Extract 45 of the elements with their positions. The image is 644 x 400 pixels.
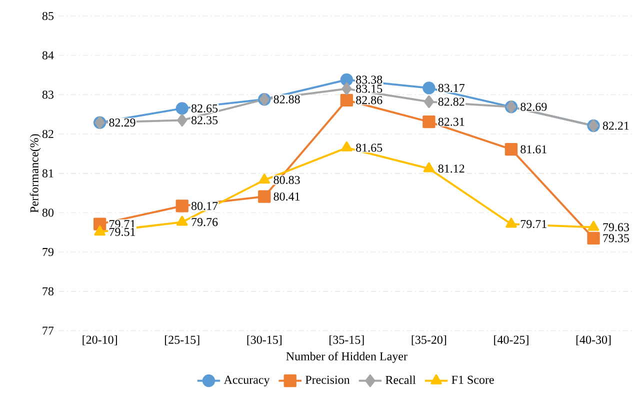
x-tick-label: [30-15] <box>247 335 282 346</box>
data-label: 82.31 <box>438 118 464 126</box>
data-label: 81.61 <box>520 145 546 154</box>
data-label: 80.41 <box>274 192 300 201</box>
data-label: 82.29 <box>109 118 136 127</box>
legend-label: Recall <box>386 376 416 384</box>
x-tick-label: [35-20] <box>412 335 446 346</box>
legend-label: F1 Score <box>452 376 494 384</box>
data-label: 83.15 <box>356 84 382 93</box>
y-axis-title: Performance(%) <box>30 134 41 213</box>
x-tick-label: [40-25] <box>494 335 528 346</box>
y-tick-label: 81 <box>42 169 54 178</box>
data-label: 82.35 <box>191 116 218 124</box>
x-tick-label: [35-15] <box>330 335 364 346</box>
data-label: 82.21 <box>602 122 629 130</box>
y-tick-label: 80 <box>42 208 54 217</box>
data-label: 79.51 <box>110 228 136 236</box>
legend-label: Precision <box>306 376 350 384</box>
data-label: 79.35 <box>603 234 629 242</box>
data-label: 79.63 <box>603 223 629 232</box>
y-tick-label: 83 <box>42 90 54 99</box>
data-label: 82.88 <box>274 95 300 104</box>
data-label: 82.82 <box>438 98 464 106</box>
data-label: 82.65 <box>191 104 218 112</box>
data-label: 81.65 <box>356 144 382 152</box>
data-label: 82.86 <box>356 96 382 104</box>
x-tick-label: [40-30] <box>576 335 611 346</box>
y-tick-label: 85 <box>42 12 54 20</box>
data-label: 82.69 <box>520 102 547 111</box>
data-label: 80.83 <box>274 176 300 184</box>
y-tick-label: 77 <box>42 326 54 335</box>
y-tick-label: 79 <box>42 248 54 256</box>
y-tick-label: 82 <box>42 130 54 138</box>
data-label: 81.12 <box>438 164 464 173</box>
x-tick-label: [25-15] <box>165 335 200 346</box>
x-tick-label: [20-10] <box>82 335 117 346</box>
data-label: 80.17 <box>191 202 218 210</box>
data-label: 79.76 <box>192 218 218 226</box>
data-label: 83.17 <box>438 84 465 92</box>
data-label: 83.38 <box>356 76 382 84</box>
legend-label: Accuracy <box>224 376 270 386</box>
x-axis-title: Number of Hidden Layer <box>286 352 408 363</box>
y-tick-label: 84 <box>42 51 54 60</box>
y-tick-label: 78 <box>42 287 54 296</box>
data-label: 79.71 <box>520 220 546 228</box>
